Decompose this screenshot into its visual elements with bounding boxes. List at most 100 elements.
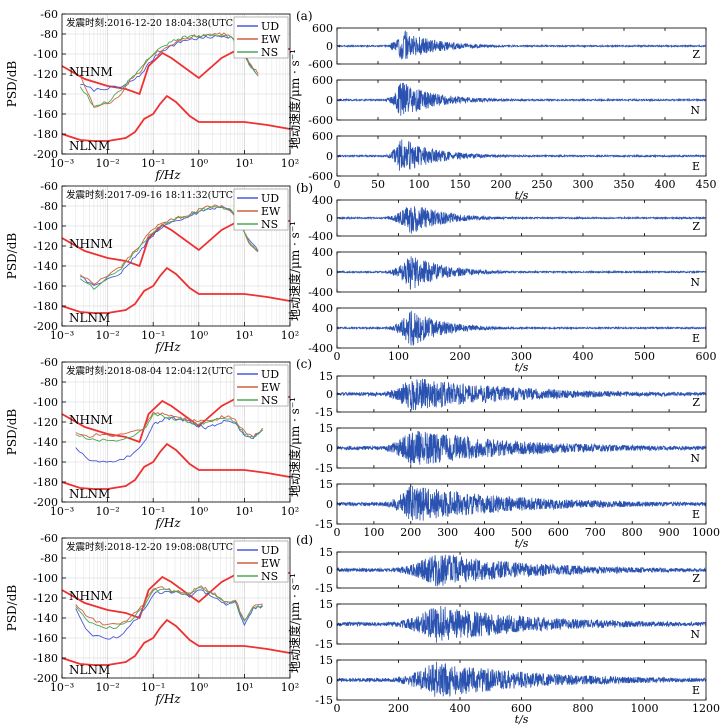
seis-ytick-label: 400 (312, 302, 333, 315)
psd-ytick-label: -80 (40, 200, 58, 213)
psd-xtick-label: 10⁻¹ (141, 157, 165, 170)
component-label: Z (692, 572, 700, 585)
seis-ytick-label: 15 (319, 654, 333, 667)
psd-ytick-label: -180 (33, 652, 58, 665)
component-label: E (692, 508, 700, 521)
seis-ytick-label: -400 (308, 230, 333, 243)
legend-label: UD (261, 20, 279, 33)
psd-xtick-label: 10⁻¹ (141, 681, 165, 694)
psd-title: 发震时刻:2018-12-20 19:08:08(UTC+8) (66, 541, 251, 553)
psd-ytick-label: -120 (33, 68, 58, 81)
psd-xtick-label: 10⁰ (190, 329, 209, 342)
seis-ytick-label: -15 (315, 406, 333, 419)
seis-xtick-label: 0 (334, 350, 341, 363)
seis-xtick-label: 700 (585, 526, 606, 539)
panel-label: (b) (296, 181, 313, 195)
psd-series-ud (75, 416, 263, 463)
seis-ytick-label: -600 (308, 170, 333, 183)
seis-xtick-label: 0 (334, 702, 341, 715)
seis-ytick-label: -400 (308, 286, 333, 299)
psd-xtick-label: 10⁻³ (50, 505, 74, 518)
seis-ytick-label: 0 (326, 94, 333, 107)
seis-xtick-label: 0 (334, 178, 341, 191)
seis-xtick-label: 300 (437, 526, 458, 539)
seis-xtick-label: 800 (573, 702, 594, 715)
legend-label: EW (261, 557, 281, 570)
psd-xtick-label: 10¹ (235, 329, 253, 342)
seis-xlabel: t/s (515, 713, 529, 726)
psd-legend (233, 188, 289, 231)
trace-line (336, 378, 707, 411)
seis-ylabel: 地动速度/μm · s⁻¹ (287, 221, 302, 321)
psd-ytick-label: -80 (40, 376, 58, 389)
legend-label: EW (261, 33, 281, 46)
panel-d: -200 -180 -160 -140 -120 -100 -80 -60 10⁻³ 10⁻² 10… (5, 532, 720, 726)
psd-series-ud (80, 206, 259, 286)
legend-label: NS (261, 394, 278, 407)
seismogram-n: 15 0 -15 N (315, 422, 707, 475)
seis-ylabel: 地动速度/μm · s⁻¹ (287, 573, 302, 673)
psd-frame (61, 13, 291, 155)
psd-frame (61, 185, 291, 327)
psd-ytick-label: -160 (33, 280, 58, 293)
seis-ytick-label: 15 (319, 598, 333, 611)
psd-legend (233, 16, 289, 59)
psd-xtick-label: 10² (281, 157, 299, 170)
seis-xtick-label: 900 (659, 526, 680, 539)
legend-label: NS (261, 218, 278, 231)
seis-ytick-label: -15 (315, 518, 333, 531)
seis-ytick-label: -600 (308, 58, 333, 71)
psd-ytick-label: -80 (40, 28, 58, 41)
seis-ytick-label: 600 (312, 74, 333, 87)
seis-ytick-label: 0 (326, 618, 333, 631)
seis-ytick-label: 0 (326, 322, 333, 335)
seismogram-z: 600 0 -600 Z (308, 22, 707, 71)
seis-ytick-label: 15 (319, 370, 333, 383)
trace-line (336, 310, 707, 346)
psd-chart: -200 -180 -160 -140 -120 -100 -80 -60 10⁻³ 10⁻² 10… (5, 532, 299, 706)
psd-xtick-label: 10⁻³ (50, 681, 74, 694)
seis-ytick-label: 0 (326, 498, 333, 511)
seis-xtick-label: 400 (450, 702, 471, 715)
psd-ytick-label: -140 (33, 260, 58, 273)
psd-ytick-label: -60 (40, 532, 58, 545)
psd-ytick-label: -60 (40, 8, 58, 21)
psd-xtick-label: 10⁻¹ (141, 329, 165, 342)
trace-line (336, 605, 707, 643)
psd-xtick-label: 10⁰ (190, 157, 209, 170)
component-label: N (690, 104, 700, 117)
seis-ytick-label: 0 (326, 674, 333, 687)
legend-label: UD (261, 544, 279, 557)
nlnm-line (61, 266, 291, 314)
psd-series-ew (75, 411, 263, 438)
seis-xtick-label: 600 (511, 702, 532, 715)
psd-series-ns (75, 586, 263, 629)
psd-ylabel: PSD/dB (5, 233, 19, 280)
panel-b: -200 -180 -160 -140 -120 -100 -80 -60 10⁻³ 10⁻² 10… (5, 180, 717, 374)
psd-ytick-label: -140 (33, 88, 58, 101)
seis-ytick-label: -15 (315, 638, 333, 651)
psd-title: 发震时刻:2016-12-20 18:04:38(UTC+8) (66, 17, 251, 29)
seismogram-n: 400 0 -400 N (308, 246, 707, 299)
component-label: E (692, 684, 700, 697)
psd-series-ns (75, 413, 263, 442)
psd-xtick-label: 10⁻² (95, 681, 119, 694)
nhnm-label: NHNM (69, 237, 113, 251)
seis-xtick-label: 300 (511, 350, 532, 363)
psd-xlabel: f/Hz (154, 692, 181, 706)
seis-ytick-label: -600 (308, 114, 333, 127)
psd-frame (61, 537, 291, 679)
psd-ytick-label: -200 (33, 320, 58, 333)
psd-ylabel: PSD/dB (5, 61, 19, 108)
psd-chart: -200 -180 -160 -140 -120 -100 -80 -60 10⁻³ 10⁻² 10… (5, 356, 299, 530)
panel-a: -200 -180 -160 -140 -120 -100 -80 -60 10⁻³ 10⁻² 10… (5, 8, 717, 202)
component-label: Z (692, 220, 700, 233)
seis-xlabel: t/s (515, 361, 529, 374)
psd-ytick-label: -180 (33, 476, 58, 489)
psd-ytick-label: -120 (33, 592, 58, 605)
panel-label: (c) (296, 357, 312, 371)
seis-xtick-label: 400 (573, 350, 594, 363)
seis-ytick-label: 0 (326, 40, 333, 53)
psd-series-ns (79, 33, 259, 107)
